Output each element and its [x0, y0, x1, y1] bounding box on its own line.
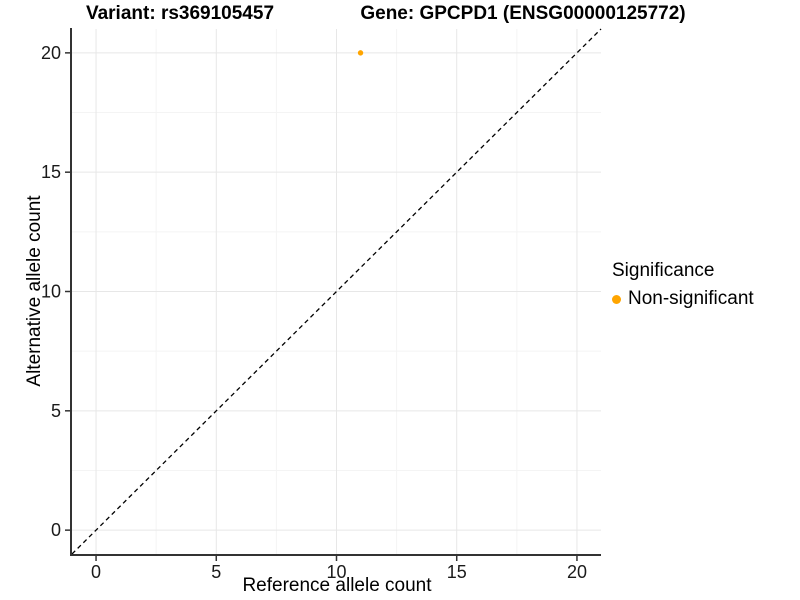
- legend-point-icon: [612, 294, 621, 304]
- y-tick-label: 15: [41, 162, 61, 182]
- identity-line: [71, 28, 602, 555]
- legend: Significance Non-significant: [612, 260, 754, 310]
- x-tick-label: 20: [567, 562, 587, 582]
- x-tick-label: 0: [91, 562, 101, 582]
- y-axis-title: Alternative allele count: [24, 195, 45, 387]
- y-tick-label: 10: [41, 282, 61, 302]
- x-axis-title: Reference allele count: [242, 575, 432, 596]
- legend-item-label: Non-significant: [628, 288, 754, 309]
- y-tick-label: 20: [41, 43, 61, 63]
- y-tick-label: 5: [51, 401, 61, 421]
- gene-title: Gene: GPCPD1 (ENSG00000125772): [360, 3, 686, 24]
- x-tick-label: 10: [326, 562, 346, 582]
- legend-item: Non-significant: [612, 288, 754, 310]
- legend-title: Significance: [612, 260, 715, 281]
- data-point: [357, 50, 364, 56]
- x-tick-label: 15: [447, 562, 467, 582]
- x-tick-label: 5: [211, 562, 221, 582]
- y-tick-label: 0: [51, 520, 61, 540]
- variant-title: Variant: rs369105457: [85, 3, 275, 24]
